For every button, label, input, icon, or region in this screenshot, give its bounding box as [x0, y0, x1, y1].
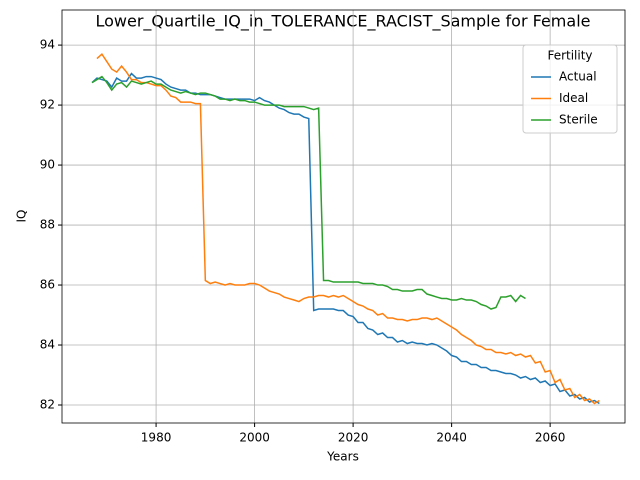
line-series	[91, 75, 526, 310]
y-tick-label: 82	[40, 398, 55, 412]
x-tick-label: 1980	[141, 431, 172, 445]
x-tick-label: 2020	[338, 431, 369, 445]
x-tick-label: 2040	[436, 431, 467, 445]
y-axis-label: IQ	[15, 210, 29, 223]
line-series	[91, 72, 600, 405]
y-tick-label: 86	[40, 278, 55, 292]
chart-title: Lower_Quartile_IQ_in_TOLERANCE_RACIST_Sa…	[96, 12, 591, 32]
legend-box	[522, 44, 618, 134]
legend-label: Sterile	[559, 113, 598, 127]
legend-label: Actual	[559, 70, 597, 84]
y-tick-label: 88	[40, 218, 55, 232]
x-tick-label: 2000	[239, 431, 270, 445]
y-tick-label: 92	[40, 98, 55, 112]
x-axis-label: Years	[326, 450, 359, 464]
y-tick-label: 94	[40, 38, 55, 52]
x-tick-label: 2060	[535, 431, 566, 445]
line-series	[96, 52, 600, 405]
y-tick-label: 84	[40, 338, 55, 352]
legend-label: Ideal	[559, 91, 588, 105]
legend-title: Fertility	[547, 49, 592, 63]
y-tick-label: 90	[40, 158, 55, 172]
plot-frame	[61, 9, 626, 424]
